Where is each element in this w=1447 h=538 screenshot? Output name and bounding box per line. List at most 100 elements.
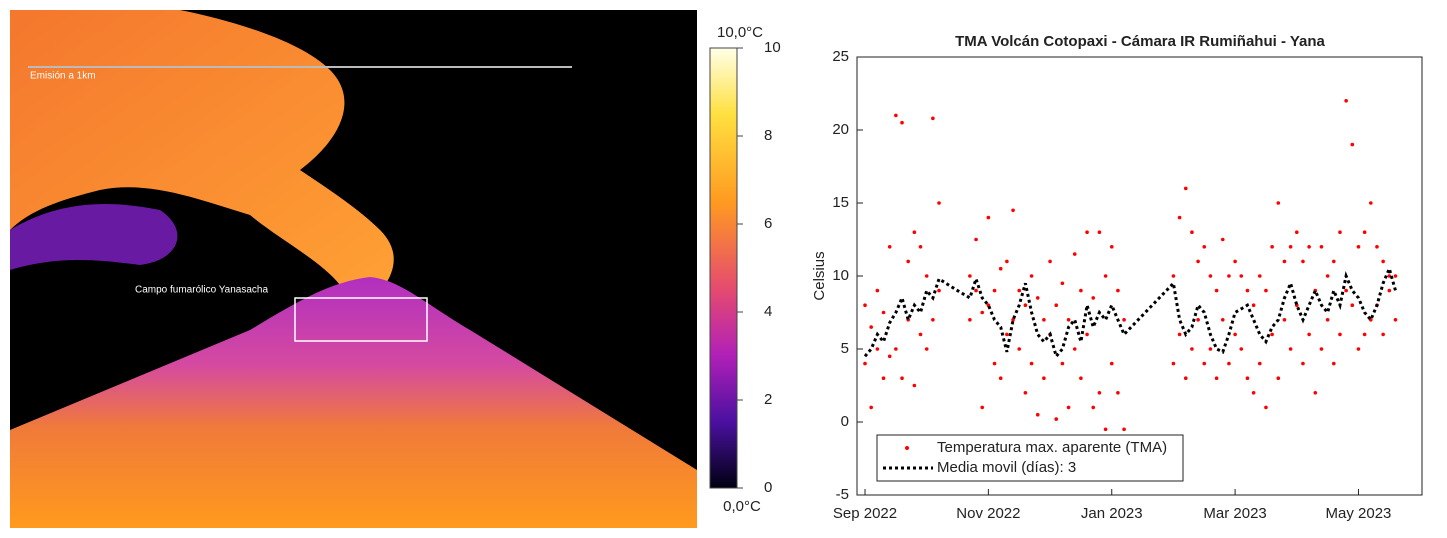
data-point xyxy=(937,201,941,205)
data-point xyxy=(1072,252,1077,256)
data-point xyxy=(1257,361,1262,366)
legend-box xyxy=(876,434,1184,482)
data-point xyxy=(998,266,1003,271)
thermal-image: Emisión a 1km Campo fumarólico Yanasacha xyxy=(10,10,697,528)
data-point xyxy=(912,383,917,388)
data-point xyxy=(1171,361,1176,366)
data-point xyxy=(1393,274,1398,278)
data-point xyxy=(1227,361,1231,366)
data-point xyxy=(1054,303,1059,308)
data-point xyxy=(1251,391,1256,395)
legend-label: Temperatura max. aparente (TMA) xyxy=(937,439,1167,456)
data-point xyxy=(912,230,917,234)
moving-average-line xyxy=(863,264,1397,360)
data-point xyxy=(1183,186,1188,191)
data-point xyxy=(869,405,873,410)
data-point xyxy=(1042,318,1046,322)
y-axis-label: Celsius xyxy=(811,251,828,300)
data-point xyxy=(1331,259,1336,264)
data-point xyxy=(1122,318,1126,322)
colorbar-tick-label: 8 xyxy=(764,127,772,144)
data-point xyxy=(1109,361,1114,366)
data-point xyxy=(1362,332,1367,337)
y-tick-label: 0 xyxy=(841,413,849,430)
data-point xyxy=(1005,332,1009,337)
data-point xyxy=(1085,230,1089,234)
data-point xyxy=(1356,245,1361,249)
data-point xyxy=(1282,259,1287,264)
data-point xyxy=(1103,427,1108,432)
data-point xyxy=(1264,288,1268,293)
data-point xyxy=(998,376,1003,381)
data-point xyxy=(1233,259,1237,264)
colorbar-tick-label: 6 xyxy=(764,215,772,232)
x-tick-label: Nov 2022 xyxy=(956,505,1020,522)
data-point xyxy=(1177,215,1182,220)
data-point xyxy=(1369,201,1373,205)
image-label: Campo fumarólico Yanasacha xyxy=(135,285,268,296)
data-point xyxy=(1011,208,1015,213)
plume-cool xyxy=(10,204,178,270)
data-point xyxy=(1227,274,1231,278)
data-point xyxy=(1066,318,1071,322)
data-point xyxy=(1042,376,1046,381)
data-point xyxy=(863,303,867,308)
data-point xyxy=(937,288,941,293)
data-point xyxy=(918,245,923,249)
data-point xyxy=(1270,245,1274,249)
colorbar-tick-label: 10 xyxy=(764,39,781,56)
data-point xyxy=(1288,245,1293,249)
data-point xyxy=(1251,303,1256,308)
x-tick-label: Jan 2023 xyxy=(1081,505,1143,522)
data-point xyxy=(1338,230,1342,234)
data-point xyxy=(974,237,978,242)
x-tick-label: Sep 2022 xyxy=(833,505,897,522)
data-point xyxy=(1301,361,1305,366)
data-point xyxy=(980,405,985,410)
data-point xyxy=(900,120,904,125)
data-point xyxy=(1048,259,1052,264)
data-point xyxy=(1196,259,1200,264)
data-point xyxy=(1079,376,1083,381)
data-point xyxy=(968,318,972,322)
data-point xyxy=(1325,274,1330,278)
data-point xyxy=(1319,347,1324,351)
data-point xyxy=(1338,332,1342,337)
data-point xyxy=(1177,332,1182,337)
data-point xyxy=(875,347,880,351)
data-point xyxy=(1171,274,1176,278)
data-point xyxy=(869,325,873,329)
data-point xyxy=(1122,427,1126,432)
data-point xyxy=(1017,288,1022,293)
data-point xyxy=(1097,230,1102,234)
data-point xyxy=(1344,99,1348,103)
data-point xyxy=(1023,303,1028,308)
data-point xyxy=(1375,245,1379,249)
y-tick-label: 20 xyxy=(832,121,849,138)
data-point xyxy=(1060,361,1065,366)
data-point xyxy=(881,376,886,381)
data-point xyxy=(1214,288,1219,293)
data-point xyxy=(1387,288,1392,293)
data-point xyxy=(1319,245,1324,249)
data-point xyxy=(1017,347,1022,351)
plume xyxy=(10,10,394,285)
data-point xyxy=(1190,347,1194,351)
data-point xyxy=(875,288,880,293)
data-point xyxy=(1035,296,1040,300)
colorbar-tick-label: 4 xyxy=(764,303,772,320)
data-point xyxy=(1208,274,1213,278)
data-point xyxy=(980,310,985,315)
colorbar xyxy=(709,47,738,489)
legend-marker xyxy=(905,446,909,450)
data-point xyxy=(1085,332,1089,337)
colorbar-tick-label: 2 xyxy=(764,391,772,408)
data-point xyxy=(1276,376,1281,381)
data-point xyxy=(1233,332,1237,337)
data-point xyxy=(1005,259,1009,264)
colorbar-min: 0,0°C xyxy=(723,498,761,515)
data-point xyxy=(887,354,892,359)
data-point xyxy=(1239,347,1244,351)
data-point xyxy=(1183,376,1188,381)
